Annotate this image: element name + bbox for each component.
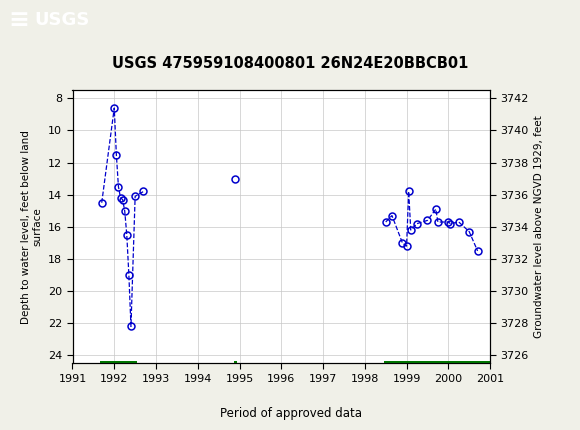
Text: ≡: ≡ <box>9 8 30 32</box>
Y-axis label: Depth to water level, feet below land
surface: Depth to water level, feet below land su… <box>21 130 42 324</box>
Text: Period of approved data: Period of approved data <box>220 407 362 420</box>
Bar <box>234 361 237 367</box>
Bar <box>383 361 490 367</box>
Text: USGS: USGS <box>35 11 90 29</box>
Bar <box>100 361 137 367</box>
Text: USGS 475959108400801 26N24E20BBCB01: USGS 475959108400801 26N24E20BBCB01 <box>112 56 468 71</box>
Y-axis label: Groundwater level above NGVD 1929, feet: Groundwater level above NGVD 1929, feet <box>534 115 545 338</box>
